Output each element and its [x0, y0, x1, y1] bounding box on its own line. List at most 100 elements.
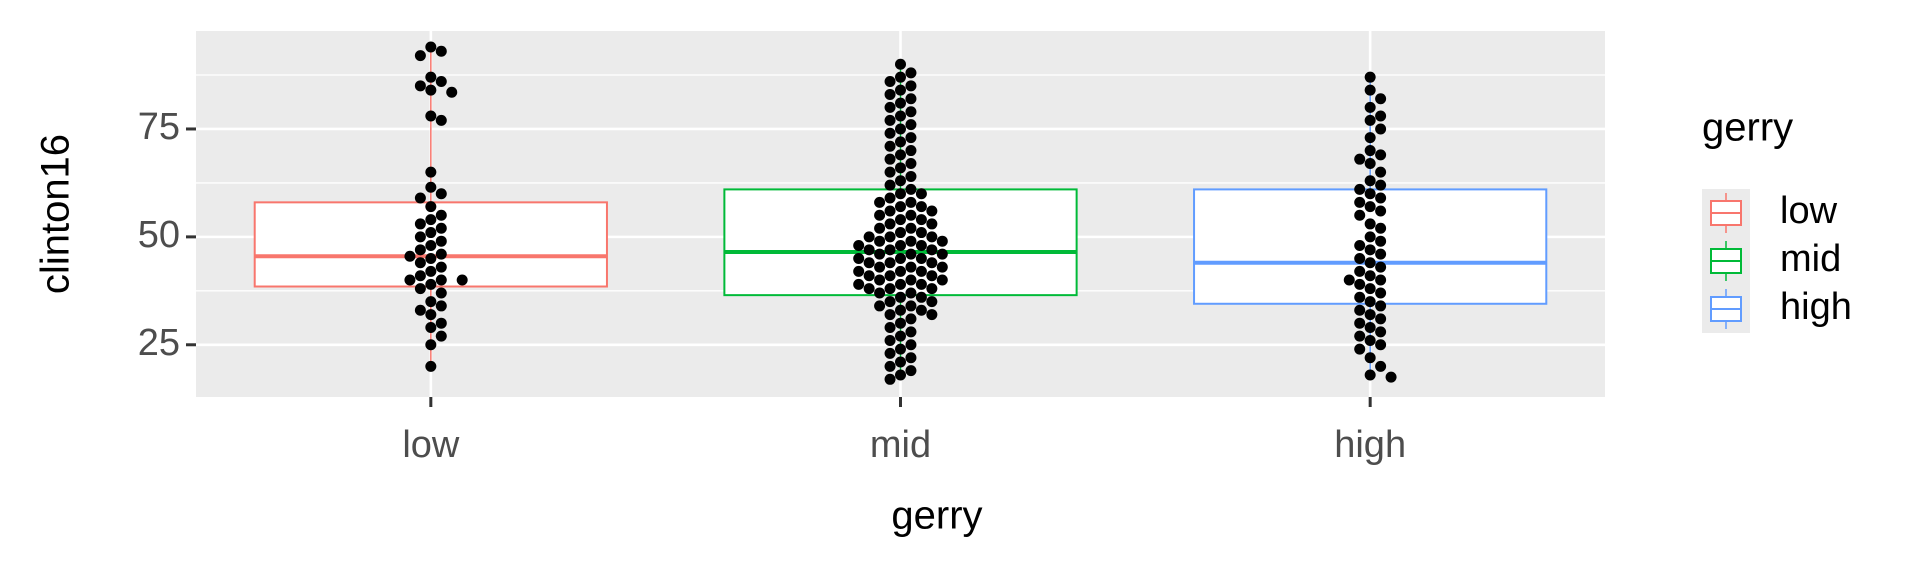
point	[926, 309, 938, 321]
point	[905, 222, 917, 234]
point	[884, 322, 896, 334]
point	[884, 309, 896, 321]
point	[1364, 188, 1376, 200]
point	[425, 110, 437, 122]
point	[1364, 158, 1376, 170]
point	[926, 270, 938, 282]
point	[1354, 343, 1366, 355]
point	[1364, 114, 1376, 126]
point	[425, 71, 437, 83]
point	[1354, 209, 1366, 221]
point	[905, 106, 917, 118]
point	[895, 71, 906, 83]
point	[884, 218, 896, 230]
point	[435, 45, 447, 57]
y-axis-title: clinton16	[34, 134, 78, 294]
point	[874, 274, 886, 286]
point	[435, 287, 447, 299]
point	[414, 244, 426, 256]
point	[1364, 257, 1376, 269]
point	[1354, 291, 1366, 303]
point	[874, 248, 886, 260]
point	[1375, 339, 1387, 351]
point	[905, 196, 917, 208]
point	[1364, 84, 1376, 96]
point	[895, 84, 906, 96]
point	[1364, 334, 1376, 346]
point	[853, 278, 865, 290]
point	[884, 205, 896, 217]
point	[425, 84, 437, 96]
point	[404, 250, 416, 262]
point	[414, 231, 426, 243]
point	[1364, 101, 1376, 113]
point	[915, 304, 927, 316]
point	[414, 270, 426, 282]
point	[874, 222, 886, 234]
x-tick-label: low	[402, 424, 460, 466]
point	[905, 67, 917, 79]
point	[905, 209, 917, 221]
point	[863, 257, 875, 269]
point	[414, 257, 426, 269]
point	[874, 235, 886, 247]
point	[1364, 352, 1376, 364]
point	[915, 188, 927, 200]
point	[863, 270, 875, 282]
point	[435, 235, 447, 247]
point	[884, 360, 896, 372]
point	[895, 252, 906, 264]
point	[874, 300, 886, 312]
point	[936, 248, 948, 260]
point	[884, 127, 896, 139]
point	[863, 244, 875, 256]
point	[936, 235, 948, 247]
point	[895, 58, 906, 70]
point	[915, 240, 927, 252]
point	[425, 181, 437, 193]
point	[1385, 371, 1397, 383]
point	[895, 330, 906, 342]
y-tick-label: 25	[138, 322, 180, 364]
point	[414, 50, 426, 62]
point	[905, 274, 917, 286]
point	[905, 145, 917, 157]
point	[1364, 132, 1376, 144]
point	[895, 188, 906, 200]
point	[895, 149, 906, 161]
point	[884, 75, 896, 87]
point	[414, 192, 426, 204]
point	[1354, 196, 1366, 208]
point	[1364, 369, 1376, 381]
point	[905, 132, 917, 144]
point	[1354, 153, 1366, 165]
point	[1375, 300, 1387, 312]
point	[895, 343, 906, 355]
point	[863, 231, 875, 243]
x-axis-title: gerry	[891, 494, 982, 538]
point	[884, 347, 896, 359]
point	[895, 123, 906, 135]
point	[926, 257, 938, 269]
point	[435, 209, 447, 221]
point	[404, 274, 416, 286]
point	[425, 360, 437, 372]
point	[435, 330, 447, 342]
point	[425, 41, 437, 53]
point	[874, 209, 886, 221]
point	[435, 75, 447, 87]
point	[926, 218, 938, 230]
point	[1354, 278, 1366, 290]
point	[884, 166, 896, 178]
point	[1364, 322, 1376, 334]
point	[905, 183, 917, 195]
point	[425, 265, 437, 277]
point	[446, 86, 458, 98]
point	[425, 339, 437, 351]
point	[1364, 270, 1376, 282]
point	[936, 274, 948, 286]
point	[1375, 274, 1387, 286]
point	[456, 274, 468, 286]
point	[1364, 71, 1376, 83]
point	[905, 93, 917, 105]
